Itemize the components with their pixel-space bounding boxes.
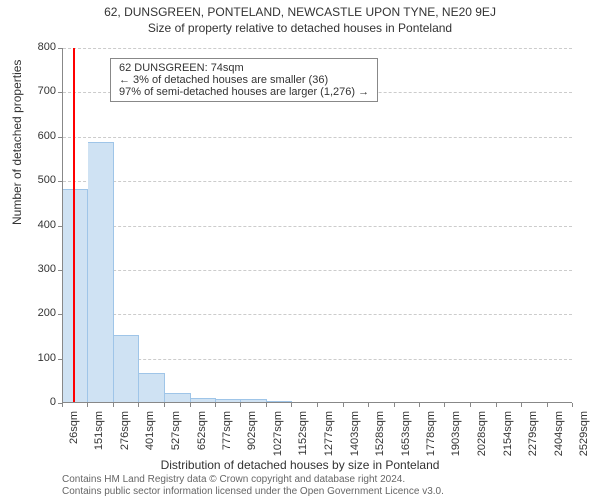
y-tick-label: 600 bbox=[26, 130, 56, 142]
x-tick-label: 1403sqm bbox=[349, 411, 361, 461]
x-tick-mark bbox=[138, 403, 139, 407]
x-tick-label: 2404sqm bbox=[553, 411, 565, 461]
x-tick-label: 1152sqm bbox=[297, 411, 309, 461]
histogram-bar bbox=[191, 398, 216, 402]
histogram-bar bbox=[165, 393, 190, 402]
info-line-1: 62 DUNSGREEN: 74sqm bbox=[119, 62, 369, 74]
footer: Contains HM Land Registry data © Crown c… bbox=[62, 474, 444, 498]
histogram-bar bbox=[216, 399, 241, 402]
histogram-bar bbox=[241, 399, 266, 402]
y-tick-label: 0 bbox=[26, 396, 56, 408]
histogram-bar bbox=[63, 189, 88, 402]
x-tick-mark bbox=[470, 403, 471, 407]
x-tick-mark bbox=[496, 403, 497, 407]
y-tick-label: 200 bbox=[26, 307, 56, 319]
x-tick-label: 1653sqm bbox=[400, 411, 412, 461]
y-tick-label: 300 bbox=[26, 263, 56, 275]
x-tick-mark bbox=[87, 403, 88, 407]
reference-line bbox=[73, 48, 75, 402]
chart-address: 62, DUNSGREEN, PONTELAND, NEWCASTLE UPON… bbox=[0, 5, 600, 19]
y-tick-label: 400 bbox=[26, 219, 56, 231]
y-tick-mark bbox=[58, 270, 62, 271]
x-tick-mark bbox=[521, 403, 522, 407]
x-tick-label: 902sqm bbox=[246, 411, 258, 461]
x-tick-label: 652sqm bbox=[196, 411, 208, 461]
x-tick-mark bbox=[317, 403, 318, 407]
x-tick-mark bbox=[343, 403, 344, 407]
x-tick-label: 1778sqm bbox=[425, 411, 437, 461]
y-tick-mark bbox=[58, 92, 62, 93]
grid-line bbox=[63, 270, 572, 271]
x-tick-label: 1027sqm bbox=[272, 411, 284, 461]
y-tick-label: 500 bbox=[26, 174, 56, 186]
y-tick-mark bbox=[58, 226, 62, 227]
x-tick-mark bbox=[240, 403, 241, 407]
x-tick-mark bbox=[266, 403, 267, 407]
y-axis-label: Number of detached properties bbox=[10, 60, 24, 225]
grid-line bbox=[63, 314, 572, 315]
x-tick-label: 1528sqm bbox=[374, 411, 386, 461]
histogram-bar bbox=[114, 335, 139, 402]
chart-container: 62, DUNSGREEN, PONTELAND, NEWCASTLE UPON… bbox=[0, 5, 600, 500]
info-box: 62 DUNSGREEN: 74sqm ← 3% of detached hou… bbox=[110, 58, 378, 102]
x-tick-label: 26sqm bbox=[68, 411, 80, 461]
x-tick-mark bbox=[419, 403, 420, 407]
y-tick-label: 700 bbox=[26, 85, 56, 97]
histogram-bar bbox=[267, 401, 292, 402]
x-tick-label: 401sqm bbox=[144, 411, 156, 461]
histogram-bar bbox=[88, 142, 113, 402]
y-tick-mark bbox=[58, 181, 62, 182]
x-tick-mark bbox=[164, 403, 165, 407]
grid-line bbox=[63, 226, 572, 227]
grid-line bbox=[63, 181, 572, 182]
y-tick-mark bbox=[58, 359, 62, 360]
y-tick-label: 800 bbox=[26, 41, 56, 53]
x-tick-label: 2529sqm bbox=[578, 411, 590, 461]
histogram-bar bbox=[139, 373, 164, 402]
x-tick-mark bbox=[444, 403, 445, 407]
y-tick-mark bbox=[58, 314, 62, 315]
x-tick-mark bbox=[291, 403, 292, 407]
x-tick-mark bbox=[190, 403, 191, 407]
x-tick-label: 2279sqm bbox=[527, 411, 539, 461]
x-tick-label: 276sqm bbox=[119, 411, 131, 461]
x-tick-label: 2154sqm bbox=[502, 411, 514, 461]
x-tick-mark bbox=[547, 403, 548, 407]
grid-line bbox=[63, 137, 572, 138]
y-tick-label: 100 bbox=[26, 352, 56, 364]
x-tick-label: 151sqm bbox=[93, 411, 105, 461]
x-tick-label: 2028sqm bbox=[476, 411, 488, 461]
y-tick-mark bbox=[58, 137, 62, 138]
x-tick-mark bbox=[62, 403, 63, 407]
info-line-2: ← 3% of detached houses are smaller (36) bbox=[119, 74, 369, 86]
chart-subtitle: Size of property relative to detached ho… bbox=[0, 21, 600, 35]
y-tick-mark bbox=[58, 48, 62, 49]
x-tick-mark bbox=[368, 403, 369, 407]
x-tick-mark bbox=[215, 403, 216, 407]
footer-line-2: Contains public sector information licen… bbox=[62, 486, 444, 498]
x-tick-label: 1277sqm bbox=[323, 411, 335, 461]
x-tick-mark bbox=[394, 403, 395, 407]
x-tick-mark bbox=[572, 403, 573, 407]
footer-line-1: Contains HM Land Registry data © Crown c… bbox=[62, 474, 444, 486]
x-tick-label: 527sqm bbox=[170, 411, 182, 461]
x-tick-label: 1903sqm bbox=[450, 411, 462, 461]
x-tick-mark bbox=[113, 403, 114, 407]
grid-line bbox=[63, 48, 572, 49]
x-tick-label: 777sqm bbox=[221, 411, 233, 461]
info-line-3: 97% of semi-detached houses are larger (… bbox=[119, 86, 369, 98]
